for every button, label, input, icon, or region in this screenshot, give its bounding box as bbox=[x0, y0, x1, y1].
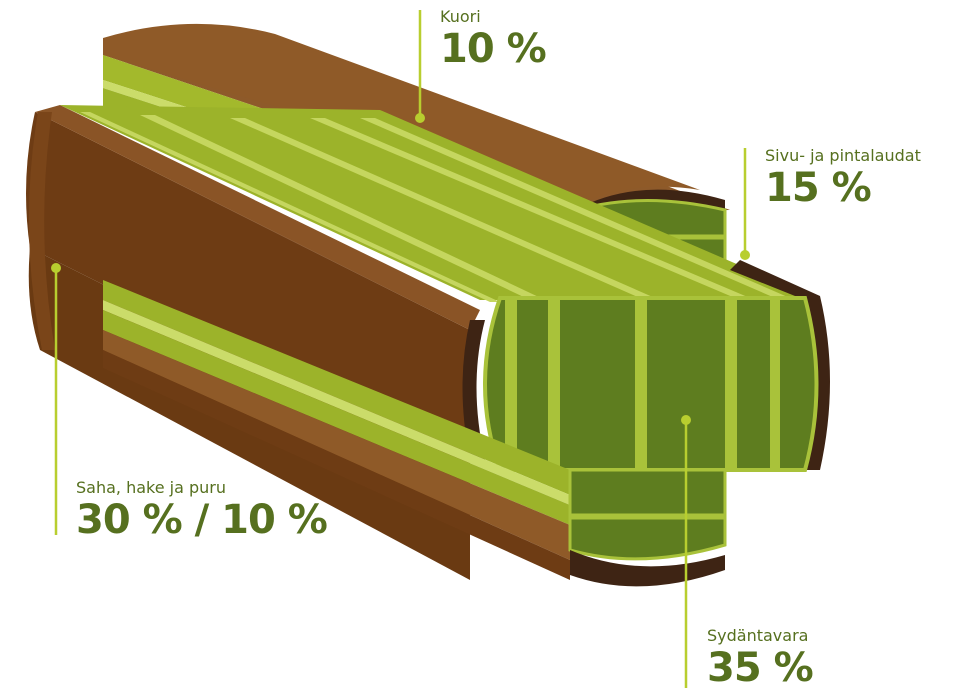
callout-sydan-label: Sydäntavara bbox=[707, 626, 809, 645]
callout-kuori-label: Kuori bbox=[440, 7, 481, 26]
callout-sivu: Sivu- ja pintalaudat 15 % bbox=[765, 146, 921, 210]
callout-sydan: Sydäntavara 35 % bbox=[707, 626, 814, 691]
leader-sivu bbox=[740, 148, 750, 260]
bottom-board-ends bbox=[568, 468, 727, 587]
leader-kuori bbox=[415, 10, 425, 123]
main-log-top-boards bbox=[60, 105, 820, 302]
leader-saha bbox=[51, 263, 61, 535]
callout-kuori-value: 10 % bbox=[440, 26, 547, 72]
callout-sydan-value: 35 % bbox=[707, 645, 814, 691]
callout-saha: Saha, hake ja puru 30 % / 10 % bbox=[76, 478, 328, 543]
bottom-side-boards bbox=[103, 280, 570, 580]
right-bark-strip bbox=[730, 260, 830, 470]
callout-sivu-value: 15 % bbox=[765, 165, 872, 211]
main-log-end-view bbox=[462, 296, 819, 472]
callout-kuori: Kuori 10 % bbox=[440, 7, 547, 72]
callout-saha-value: 30 % / 10 % bbox=[76, 497, 328, 543]
callout-sivu-label: Sivu- ja pintalaudat bbox=[765, 146, 921, 165]
callout-saha-label: Saha, hake ja puru bbox=[76, 478, 226, 497]
leader-sydan bbox=[681, 415, 691, 688]
